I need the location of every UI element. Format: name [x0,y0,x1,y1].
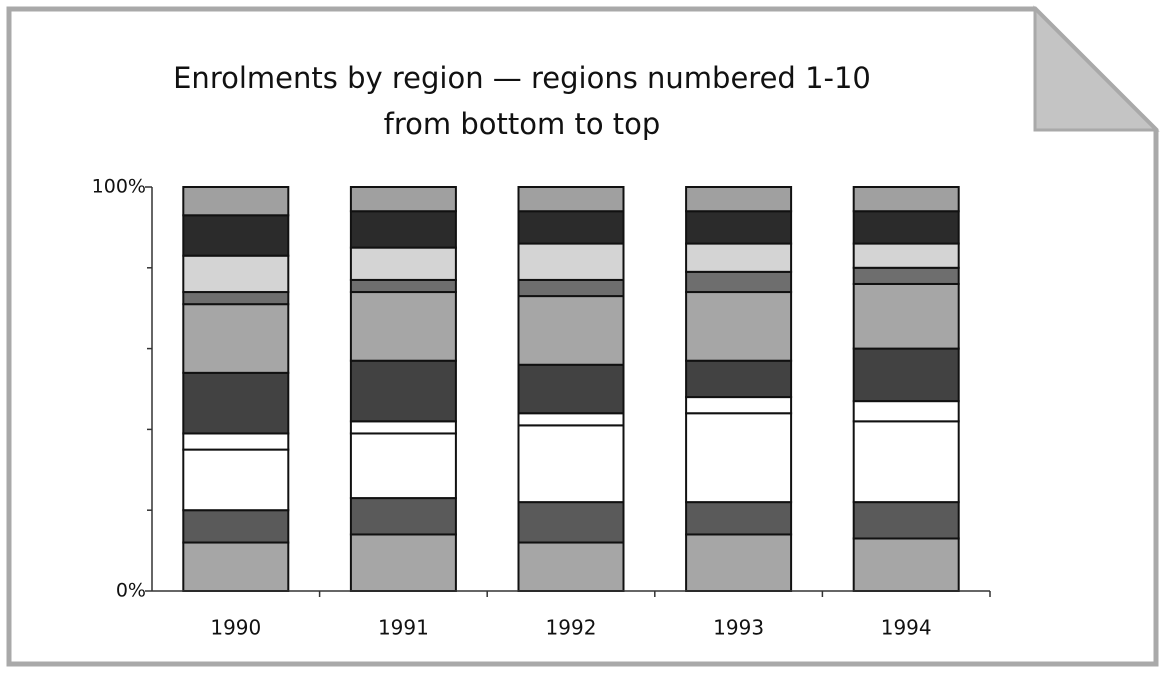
bar-segment [517,363,625,415]
y-tick-label: 100% [92,176,146,198]
bar-segment [182,291,290,306]
bar-segment [349,278,457,294]
bar-segment [517,501,625,544]
bar-segment [517,186,625,213]
bar-segment [349,432,457,500]
y-tick-label: 0% [116,580,146,602]
bar-segment [349,186,457,213]
bar-segment [685,242,793,273]
bar-segment [852,400,960,423]
bar-segment [182,371,290,435]
x-tick-label: 1991 [378,616,429,640]
chart-title: from bottom to top [384,107,661,141]
bar-segment [852,420,960,504]
bar-segment [182,186,290,217]
bar-segment [852,186,960,213]
bar-segment [852,242,960,269]
bar-segment [517,210,625,245]
bar-segment [182,448,290,512]
bar-segment [349,533,457,593]
bar-segment [852,347,960,403]
bar-segment [685,412,793,504]
bar-segment [685,270,793,294]
bar-segment [517,541,625,593]
bar-segment [182,254,290,294]
bar-segment [517,412,625,427]
bar-segment [852,501,960,540]
bar-segment [685,210,793,245]
folded-corner [1033,5,1160,132]
bar-segment [182,509,290,544]
bar-segment [852,210,960,245]
bar-segment [685,396,793,415]
bar-segment [349,246,457,281]
chart-title: Enrolments by region — regions numbered … [173,61,871,95]
bar-segment [517,424,625,504]
bar-segment [349,359,457,423]
bar-segment [685,359,793,399]
x-tick-label: 1993 [713,616,764,640]
bar-segment [349,291,457,362]
bar-segment [852,266,960,285]
bar-segment [349,420,457,435]
bar-segment [517,242,625,281]
x-tick-label: 1992 [546,616,597,640]
bar-segment [349,210,457,249]
bar-segment [685,533,793,593]
bar-segment [517,295,625,366]
bar-segment [685,291,793,362]
x-tick-label: 1994 [881,616,932,640]
bar-segment [852,537,960,592]
bar-segment [685,186,793,213]
bar-segment [182,214,290,257]
bar-segment [182,432,290,451]
bar-segment [517,278,625,298]
bar-segment [182,541,290,593]
bar-segment [349,497,457,536]
x-tick-label: 1990 [210,616,261,640]
bar-segment [182,303,290,374]
bar-segment [685,501,793,536]
bar-segment [852,282,960,350]
